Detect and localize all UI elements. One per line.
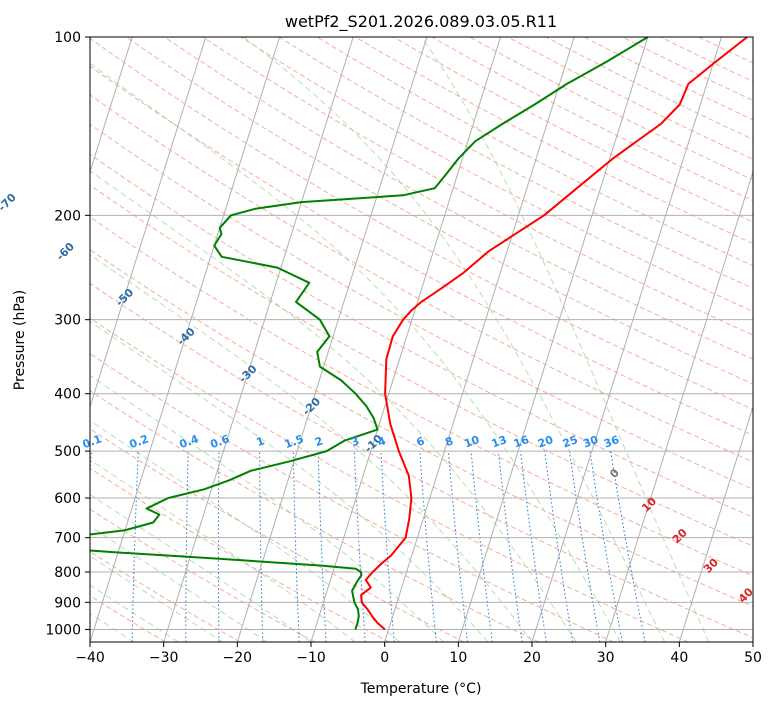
temperature-profile-line <box>360 37 748 631</box>
mixing-ratio-line <box>544 451 574 642</box>
moist-adiabat-line <box>90 459 356 642</box>
moist-adiabat-line <box>421 37 710 642</box>
background-lines <box>90 37 753 642</box>
dry-adiabat-line <box>126 37 753 385</box>
x-axis: −40 −30 −20 −10 0 10 20 30 40 50 <box>75 642 762 666</box>
isotherm-line <box>310 37 501 642</box>
mixing-ratio-line <box>419 451 437 642</box>
profile-lines <box>90 37 748 631</box>
x-tick-label: 10 <box>449 650 467 666</box>
dry-adiabat-line <box>90 94 753 463</box>
mixing-ratio-label: 30 <box>581 433 600 451</box>
dry-adiabat-line <box>90 390 540 642</box>
y-tick-label: 900 <box>54 595 81 611</box>
y-tick-label: 500 <box>54 444 81 460</box>
x-axis-label: Temperature (°C) <box>360 681 482 697</box>
plot-frame <box>89 36 754 643</box>
mixing-ratio-label: 6 <box>415 434 427 449</box>
x-tick-label: 40 <box>670 650 688 666</box>
dry-adiabat-line <box>90 353 614 642</box>
isotherm-line <box>457 37 649 642</box>
isotherm-line <box>678 405 753 642</box>
moist-adiabat-line <box>90 170 577 642</box>
mixing-ratio-label: 0.4 <box>178 432 201 451</box>
isotherm-line <box>384 37 575 642</box>
mixing-ratio-label: 0.6 <box>208 432 231 451</box>
moist-adiabat-line <box>90 320 489 642</box>
mixing-ratio-line <box>470 451 493 642</box>
isotherm-line <box>90 37 280 642</box>
isotherm-line <box>90 37 207 409</box>
mixing-ratio-line <box>610 451 646 642</box>
mixing-ratio-line <box>520 451 547 642</box>
y-axis: 1000 900 800 700 600 500 400 300 200 100 <box>45 30 90 638</box>
mixing-ratio-label: 20 <box>536 433 555 451</box>
moist-adiabat-line <box>243 37 666 642</box>
mixing-ratio-label: 2 <box>313 434 325 449</box>
mixing-ratio-label: 3 <box>349 434 361 449</box>
dry-adiabat-line <box>90 467 390 642</box>
mixing-ratio-label: 0.2 <box>128 432 151 451</box>
x-tick-label: 0 <box>380 650 389 666</box>
mixing-ratio-line <box>447 451 468 642</box>
isotherm-line <box>531 37 722 642</box>
moist-adiabat-line <box>90 420 400 642</box>
dry-adiabat-line <box>90 123 753 490</box>
mixing-ratio-label: 16 <box>512 433 531 451</box>
mixing-ratio-label: 13 <box>490 433 509 450</box>
x-tick-label: −30 <box>149 650 179 666</box>
dry-adiabat-line <box>90 595 166 642</box>
mixing-ratio-label: 1.5 <box>283 432 306 451</box>
y-tick-label: 1000 <box>45 622 81 638</box>
isotherm-line <box>163 37 354 642</box>
x-tick-label: 50 <box>744 650 762 666</box>
dewpoint-profile-line <box>90 37 649 630</box>
mixing-ratio-label: 1 <box>255 434 267 449</box>
mixing-ratio-label: 10 <box>462 433 481 451</box>
y-axis-label: Pressure (hPa) <box>12 290 28 390</box>
y-tick-label: 600 <box>54 491 81 507</box>
moist-adiabat-line <box>90 374 444 642</box>
dry-adiabat-line <box>90 317 689 642</box>
mixing-ratio-line <box>497 451 523 642</box>
isotherm-line <box>605 170 753 642</box>
dry-adiabat-line <box>90 249 753 607</box>
dry-adiabat-line <box>278 37 753 289</box>
isotherm-line <box>90 37 133 174</box>
y-tick-label: 200 <box>54 208 81 224</box>
dry-adiabat-line <box>90 216 753 577</box>
mixing-ratio-label: 36 <box>602 433 621 451</box>
x-tick-label: 20 <box>523 650 541 666</box>
dry-adiabat-line <box>90 65 753 436</box>
mixing-ratio-label: 0.1 <box>81 432 104 451</box>
y-tick-label: 100 <box>54 30 81 46</box>
isotherm-line <box>236 37 428 642</box>
chart-title: wetPf2_S201.2026.089.03.05.R11 <box>285 12 557 32</box>
x-tick-label: −10 <box>296 650 326 666</box>
x-tick-label: 30 <box>597 650 615 666</box>
x-tick-label: −40 <box>75 650 105 666</box>
dry-adiabat-line <box>90 551 241 642</box>
dry-adiabat-line <box>90 428 465 642</box>
dry-adiabat-line <box>90 37 753 410</box>
mixing-ratio-label: 8 <box>443 434 455 449</box>
dry-adiabat-line <box>90 184 753 547</box>
moist-adiabat-line <box>90 62 621 642</box>
y-tick-label: 800 <box>54 565 81 581</box>
moist-adiabat-line <box>90 253 533 642</box>
y-tick-label: 400 <box>54 387 81 403</box>
mixing-ratio-label: 25 <box>561 433 580 450</box>
mixing-ratio-label: 4 <box>376 434 388 449</box>
x-tick-label: −20 <box>223 650 253 666</box>
y-tick-label: 700 <box>54 531 81 547</box>
y-tick-label: 300 <box>54 313 81 329</box>
